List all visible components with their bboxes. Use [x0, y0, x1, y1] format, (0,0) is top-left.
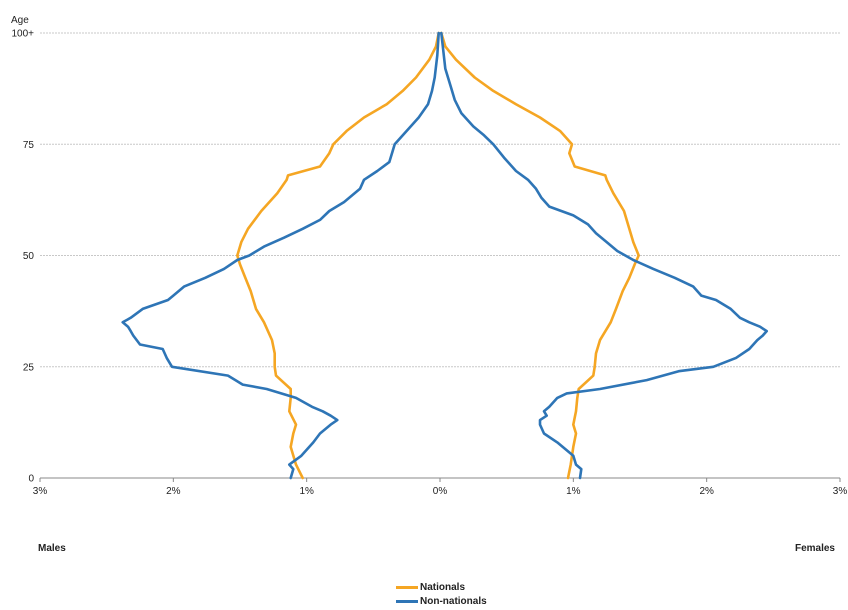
series-line-non-nationals-males — [121, 31, 441, 480]
y-tick-label: 0 — [28, 474, 34, 485]
x-axis-ticks: 3% 2% 1% 0% 1% 2% 3% — [33, 478, 848, 497]
y-axis-ticks: 0 25 50 75 100+ — [11, 29, 34, 485]
x-tick-label: 1% — [566, 486, 581, 497]
y-tick-label: 25 — [23, 362, 35, 373]
series-lines — [121, 31, 769, 480]
legend-label-nationals: Nationals — [420, 581, 466, 593]
x-tick-label: 0% — [433, 486, 448, 497]
x-tick-label: 3% — [33, 486, 48, 497]
y-axis-title: Age — [11, 15, 29, 26]
legend-item-non-nationals: Non-nationals — [396, 594, 487, 608]
y-tick-label: 100+ — [11, 29, 34, 40]
y-tick-label: 50 — [23, 251, 35, 262]
x-tick-label: 2% — [699, 486, 714, 497]
legend-swatch-non-nationals — [396, 599, 418, 603]
x-tick-label: 2% — [166, 486, 181, 497]
y-tick-label: 75 — [23, 140, 35, 151]
legend-item-nationals: Nationals — [396, 580, 487, 594]
females-label: Females — [794, 543, 835, 554]
series-line-nationals-males — [236, 31, 441, 480]
series-line-non-nationals-females — [439, 31, 769, 480]
series-line-nationals-females — [439, 31, 641, 480]
legend-label-non-nationals: Non-nationals — [420, 595, 487, 607]
x-tick-label: 3% — [833, 486, 848, 497]
legend-swatch-nationals — [396, 585, 418, 589]
gridlines — [40, 32, 840, 368]
x-tick-label: 1% — [299, 486, 314, 497]
males-label: Males — [38, 543, 66, 554]
legend: Nationals Non-nationals — [396, 580, 487, 608]
